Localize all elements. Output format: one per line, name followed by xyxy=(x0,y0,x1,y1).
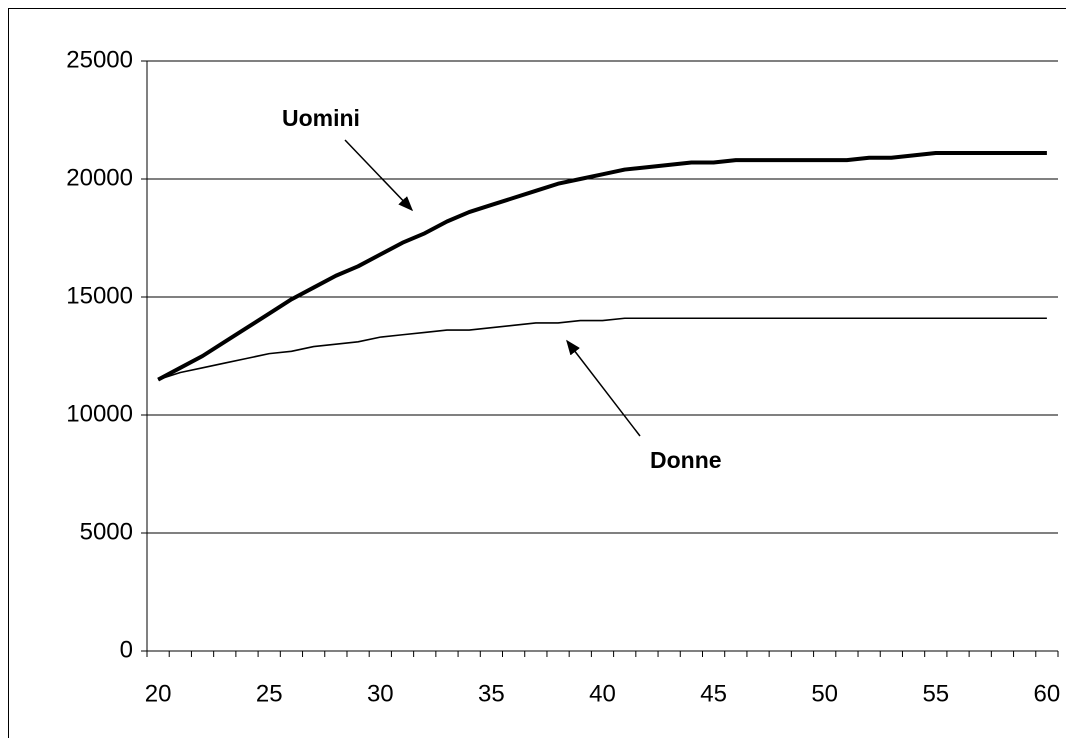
y-tick-label: 25000 xyxy=(66,46,133,73)
y-tick-label: 5000 xyxy=(80,518,133,545)
series-line xyxy=(158,318,1047,379)
x-tick-label: 50 xyxy=(811,680,838,707)
x-tick-label: 35 xyxy=(478,680,505,707)
series-line xyxy=(158,153,1047,380)
y-tick-label: 0 xyxy=(120,636,133,663)
x-tick-label: 55 xyxy=(922,680,949,707)
x-tick-label: 60 xyxy=(1034,680,1061,707)
annotation: Donne xyxy=(650,447,722,473)
x-tick-label: 20 xyxy=(145,680,172,707)
y-tick-label: 15000 xyxy=(66,282,133,309)
x-tick-label: 30 xyxy=(367,680,394,707)
annotation: Uomini xyxy=(282,105,360,131)
arrow xyxy=(345,140,412,210)
x-tick-label: 45 xyxy=(700,680,727,707)
arrow xyxy=(567,341,640,436)
y-tick-label: 10000 xyxy=(66,400,133,427)
x-tick-label: 25 xyxy=(256,680,283,707)
y-tick-label: 20000 xyxy=(66,164,133,191)
x-tick-label: 40 xyxy=(589,680,616,707)
